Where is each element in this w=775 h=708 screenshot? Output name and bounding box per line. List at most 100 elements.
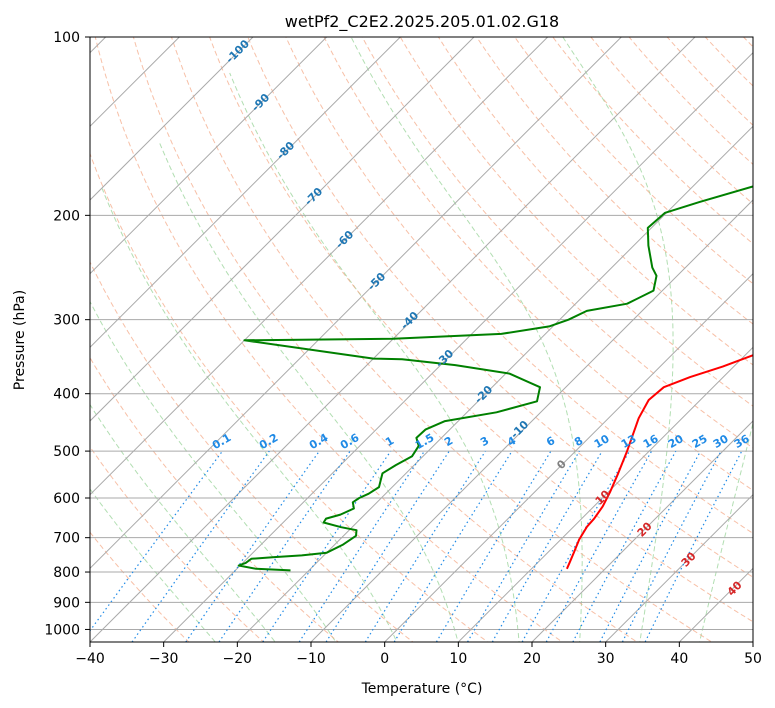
dry-adiabat-line bbox=[476, 37, 753, 325]
moist-adiabat-line bbox=[90, 403, 276, 642]
y-axis-label: Pressure (hPa) bbox=[12, 290, 28, 390]
isotherm-line bbox=[90, 37, 401, 349]
mixing-ratio-line bbox=[325, 450, 450, 642]
dry-adiabat-line bbox=[90, 446, 265, 642]
mixing-ratio-label: 13 bbox=[619, 432, 639, 451]
dry-adiabat-line bbox=[399, 37, 753, 407]
mixing-ratio-line bbox=[262, 450, 392, 642]
mixing-ratio-label: 6 bbox=[544, 434, 557, 449]
mixing-ratio-label: 0.6 bbox=[338, 431, 362, 452]
plot-frame bbox=[89, 36, 754, 643]
moist-adiabat-line bbox=[101, 188, 398, 642]
mixing-ratio-line bbox=[435, 450, 552, 642]
dry-adiabat-line bbox=[90, 531, 190, 642]
isotherm-line bbox=[236, 125, 753, 642]
x-tick-label: −30 bbox=[149, 651, 179, 667]
mixing-ratio-label: 0.4 bbox=[307, 431, 331, 452]
mixing-ratio-line bbox=[545, 450, 653, 642]
mixing-ratio-line bbox=[466, 450, 580, 642]
x-tick-label: −40 bbox=[75, 651, 105, 667]
dry-adiabat-line bbox=[704, 37, 753, 87]
y-tick-label: 400 bbox=[53, 387, 80, 403]
y-tick-label: 600 bbox=[53, 491, 80, 507]
y-tick-label: 900 bbox=[53, 595, 80, 611]
y-tick-label: 1000 bbox=[44, 622, 80, 638]
mixing-ratio-label: 2 bbox=[442, 434, 455, 449]
background-lines bbox=[90, 37, 753, 642]
x-tick-label: 40 bbox=[670, 651, 688, 667]
y-tick-label: 800 bbox=[53, 565, 80, 581]
mixing-ratio-label: 16 bbox=[641, 432, 661, 451]
mixing-ratio-line bbox=[393, 450, 513, 642]
mixing-ratio-label: 0.2 bbox=[257, 431, 280, 452]
mixing-ratio-line bbox=[298, 450, 425, 642]
x-tick-label: 20 bbox=[523, 651, 541, 667]
mixing-ratio-line bbox=[90, 450, 223, 632]
x-tick-label: −20 bbox=[223, 651, 253, 667]
moist-adiabat-line bbox=[90, 488, 216, 642]
mixing-ratio-line bbox=[218, 450, 351, 642]
y-tick-label: 200 bbox=[53, 208, 80, 224]
x-tick-label: 0 bbox=[380, 651, 389, 667]
dewpoint-line bbox=[237, 185, 753, 572]
mixing-ratio-line bbox=[364, 450, 486, 642]
dry-adiabat-line bbox=[361, 37, 753, 449]
dry-adiabat-line bbox=[323, 37, 753, 491]
dry-adiabat-line bbox=[90, 260, 414, 642]
y-tick-label: 500 bbox=[53, 444, 80, 460]
mixing-ratio-label: 25 bbox=[690, 432, 710, 451]
moist-adiabat-line bbox=[562, 37, 674, 642]
dry-adiabat-line bbox=[90, 356, 340, 642]
isotherm-line bbox=[310, 199, 753, 642]
dry-adiabat-label: -80 bbox=[274, 139, 297, 162]
mixing-ratio-line bbox=[131, 450, 270, 642]
isotherm-line bbox=[752, 641, 753, 642]
mixing-ratio-label: 3 bbox=[478, 434, 491, 449]
mixing-ratio-line bbox=[185, 450, 320, 642]
dry-adiabat-label: -30 bbox=[433, 347, 456, 370]
x-axis: −40 −30 −20 −10 0 10 20 30 40 50 bbox=[75, 642, 762, 667]
moist-adiabat-line bbox=[699, 421, 753, 642]
chart-title: wetPf2_C2E2.2025.205.01.02.G18 bbox=[285, 12, 559, 32]
mixing-ratio-line bbox=[599, 450, 702, 642]
moist-adiabat-line bbox=[90, 300, 337, 642]
mixing-ratio-label: 10 bbox=[592, 432, 612, 451]
isotherm-line bbox=[678, 567, 753, 642]
isotherm-line bbox=[457, 346, 753, 642]
dry-adiabat-label: -20 bbox=[472, 383, 495, 406]
x-tick-label: 10 bbox=[449, 651, 467, 667]
isotherm-line bbox=[163, 51, 753, 642]
dry-adiabat-line bbox=[94, 37, 564, 642]
y-tick-label: 300 bbox=[53, 313, 80, 329]
y-tick-label: 100 bbox=[53, 30, 80, 46]
moist-adiabat-line bbox=[229, 72, 520, 642]
isotherm-line bbox=[384, 272, 753, 642]
mixing-ratio-line bbox=[572, 450, 677, 642]
isotherm-line bbox=[531, 420, 753, 642]
isotherm-line bbox=[605, 493, 753, 642]
moist-adiabat-line bbox=[158, 141, 459, 642]
isotherm-line bbox=[90, 37, 328, 275]
x-tick-label: 30 bbox=[597, 651, 615, 667]
mixing-ratio-line bbox=[644, 450, 743, 642]
x-axis-label: Temperature (°C) bbox=[361, 681, 483, 697]
dry-adiabat-line bbox=[552, 37, 753, 245]
x-tick-label: −10 bbox=[296, 651, 326, 667]
x-tick-label: 50 bbox=[744, 651, 762, 667]
dry-adiabat-line bbox=[285, 37, 753, 535]
temperature-line bbox=[565, 354, 753, 570]
isotherm-line bbox=[90, 37, 254, 201]
profile-lines bbox=[237, 185, 753, 572]
dry-adiabat-line bbox=[171, 37, 713, 642]
dry-adiabat-line bbox=[437, 37, 753, 366]
y-axis: 100 200 300 400 500 600 700 800 900 1000 bbox=[44, 30, 90, 638]
y-tick-label: 700 bbox=[53, 531, 80, 547]
mixing-ratio-label: 30 bbox=[711, 432, 731, 451]
mixing-ratio-label: 1 bbox=[383, 434, 396, 449]
dry-adiabat-label: -40 bbox=[398, 309, 421, 332]
moist-adiabat-line bbox=[350, 37, 583, 642]
dry-adiabat-label: 40 bbox=[725, 578, 745, 598]
mixing-ratio-label: 0.1 bbox=[210, 431, 233, 452]
dry-adiabat-line bbox=[132, 37, 638, 642]
